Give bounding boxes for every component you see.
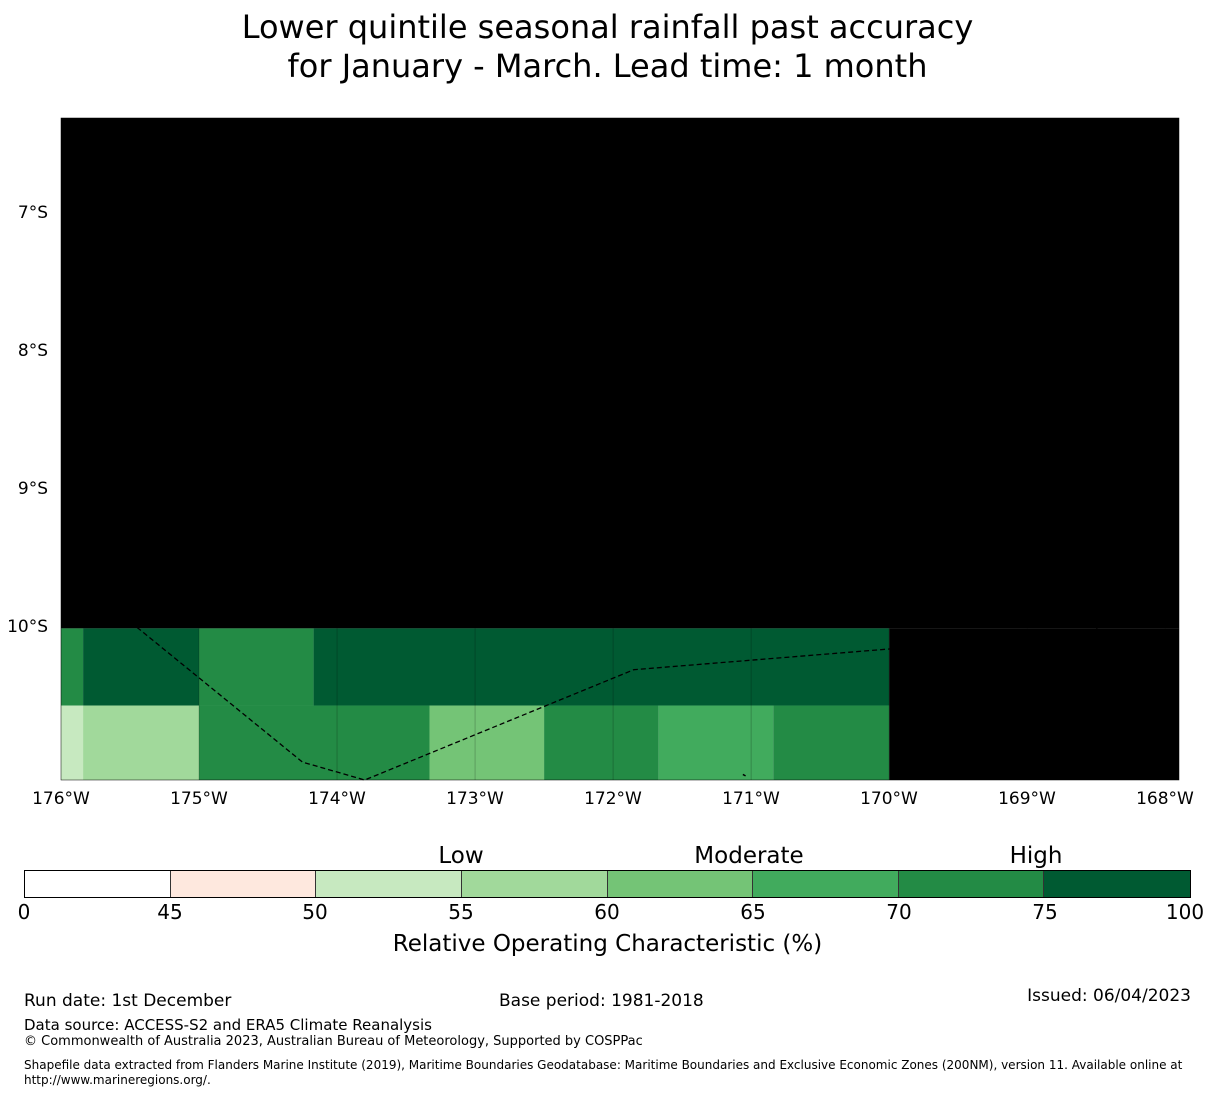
lon-label-174w: 174°W bbox=[308, 789, 366, 809]
colorbar-segment-5 bbox=[753, 871, 899, 897]
lat-label-7s: 7°S bbox=[17, 203, 48, 223]
base-period: Base period: 1981-2018 bbox=[499, 991, 704, 1011]
colorbar-tick-55: 55 bbox=[448, 900, 474, 924]
grid-cell-1 bbox=[61, 628, 84, 706]
colorbar-segment-6 bbox=[898, 871, 1045, 897]
islands bbox=[540, 425, 746, 777]
copyright: © Commonwealth of Australia 2023, Austra… bbox=[24, 1034, 643, 1049]
colorbar-tick-45: 45 bbox=[157, 900, 183, 924]
colorbar-label: Relative Operating Characteristic (%) bbox=[392, 931, 823, 957]
data-source: Data source: ACCESS-S2 and ERA5 Climate … bbox=[24, 1016, 432, 1034]
island-2 bbox=[720, 535, 726, 541]
grid-cell-5 bbox=[889, 628, 1179, 780]
lat-label-9s: 9°S bbox=[17, 479, 48, 499]
colorbar-segment-3 bbox=[461, 871, 608, 897]
grid-cell-8 bbox=[199, 705, 430, 780]
issued-date: Issued: 06/04/2023 bbox=[1027, 986, 1191, 1006]
grid-cell-2 bbox=[83, 628, 200, 706]
colorbar-segment-1 bbox=[170, 871, 317, 897]
title-line-1: Lower quintile seasonal rainfall past ac… bbox=[241, 8, 974, 46]
lon-label-173w: 173°W bbox=[446, 789, 504, 809]
colorbar bbox=[24, 870, 1191, 898]
lon-label-169w: 169°W bbox=[998, 789, 1056, 809]
grid-cell-3 bbox=[199, 628, 314, 706]
map-gridlines bbox=[61, 118, 1179, 780]
lon-label-172w: 172°W bbox=[584, 789, 642, 809]
map-frame bbox=[60, 117, 1180, 781]
grid-cell-4 bbox=[313, 628, 890, 706]
grid-cell-7 bbox=[83, 705, 200, 780]
colorbar-segment-2 bbox=[316, 871, 462, 897]
shapefile-credit-line-2: http://www.marineregions.org/. bbox=[24, 1073, 211, 1087]
lat-label-10s: 10°S bbox=[7, 617, 48, 637]
rainfall-grid-cells bbox=[61, 118, 1179, 780]
grid-cell-0 bbox=[61, 118, 1179, 629]
colorbar-segment-0 bbox=[25, 871, 171, 897]
colorbar-tick-65: 65 bbox=[740, 900, 766, 924]
colorbar-tick-70: 70 bbox=[886, 900, 912, 924]
colorbar-tick-100: 100 bbox=[1165, 900, 1205, 924]
grid-cell-6 bbox=[61, 705, 84, 780]
title-line-2: for January - March. Lead time: 1 month bbox=[287, 47, 928, 85]
grid-cell-9 bbox=[429, 705, 545, 780]
colorbar-tick-50: 50 bbox=[302, 900, 328, 924]
colorbar-tick-75: 75 bbox=[1032, 900, 1058, 924]
lat-label-8s: 8°S bbox=[17, 341, 48, 361]
eez-boundary-line bbox=[74, 140, 1153, 781]
colorbar-segment-4 bbox=[607, 871, 754, 897]
eez-boundary bbox=[74, 140, 1153, 781]
shapefile-credit-line-1: Shapefile data extracted from Flanders M… bbox=[24, 1058, 1183, 1072]
lon-label-170w: 170°W bbox=[860, 789, 918, 809]
shapefile-credit: Shapefile data extracted from Flanders M… bbox=[24, 1058, 1194, 1088]
colorbar-segment-7 bbox=[1044, 871, 1190, 897]
island-3 bbox=[742, 773, 746, 777]
grid-cell-10 bbox=[544, 705, 659, 780]
lon-label-171w: 171°W bbox=[722, 789, 780, 809]
lon-label-168w: 168°W bbox=[1136, 789, 1194, 809]
map-panel bbox=[60, 117, 1180, 781]
run-date: Run date: 1st December bbox=[24, 991, 232, 1011]
colorbar-category-low: Low bbox=[438, 843, 484, 869]
chart-title: Lower quintile seasonal rainfall past ac… bbox=[0, 8, 1215, 86]
colorbar-category-moderate: Moderate bbox=[694, 843, 804, 869]
lon-label-175w: 175°W bbox=[170, 789, 228, 809]
grid-cell-12 bbox=[773, 705, 890, 780]
grid-cell-11 bbox=[658, 705, 774, 780]
colorbar-tick-0: 0 bbox=[17, 900, 31, 924]
island-0 bbox=[540, 425, 547, 433]
colorbar-tick-60: 60 bbox=[594, 900, 620, 924]
lon-label-176w: 176°W bbox=[32, 789, 90, 809]
island-1 bbox=[638, 509, 643, 516]
colorbar-category-high: High bbox=[1009, 843, 1063, 869]
